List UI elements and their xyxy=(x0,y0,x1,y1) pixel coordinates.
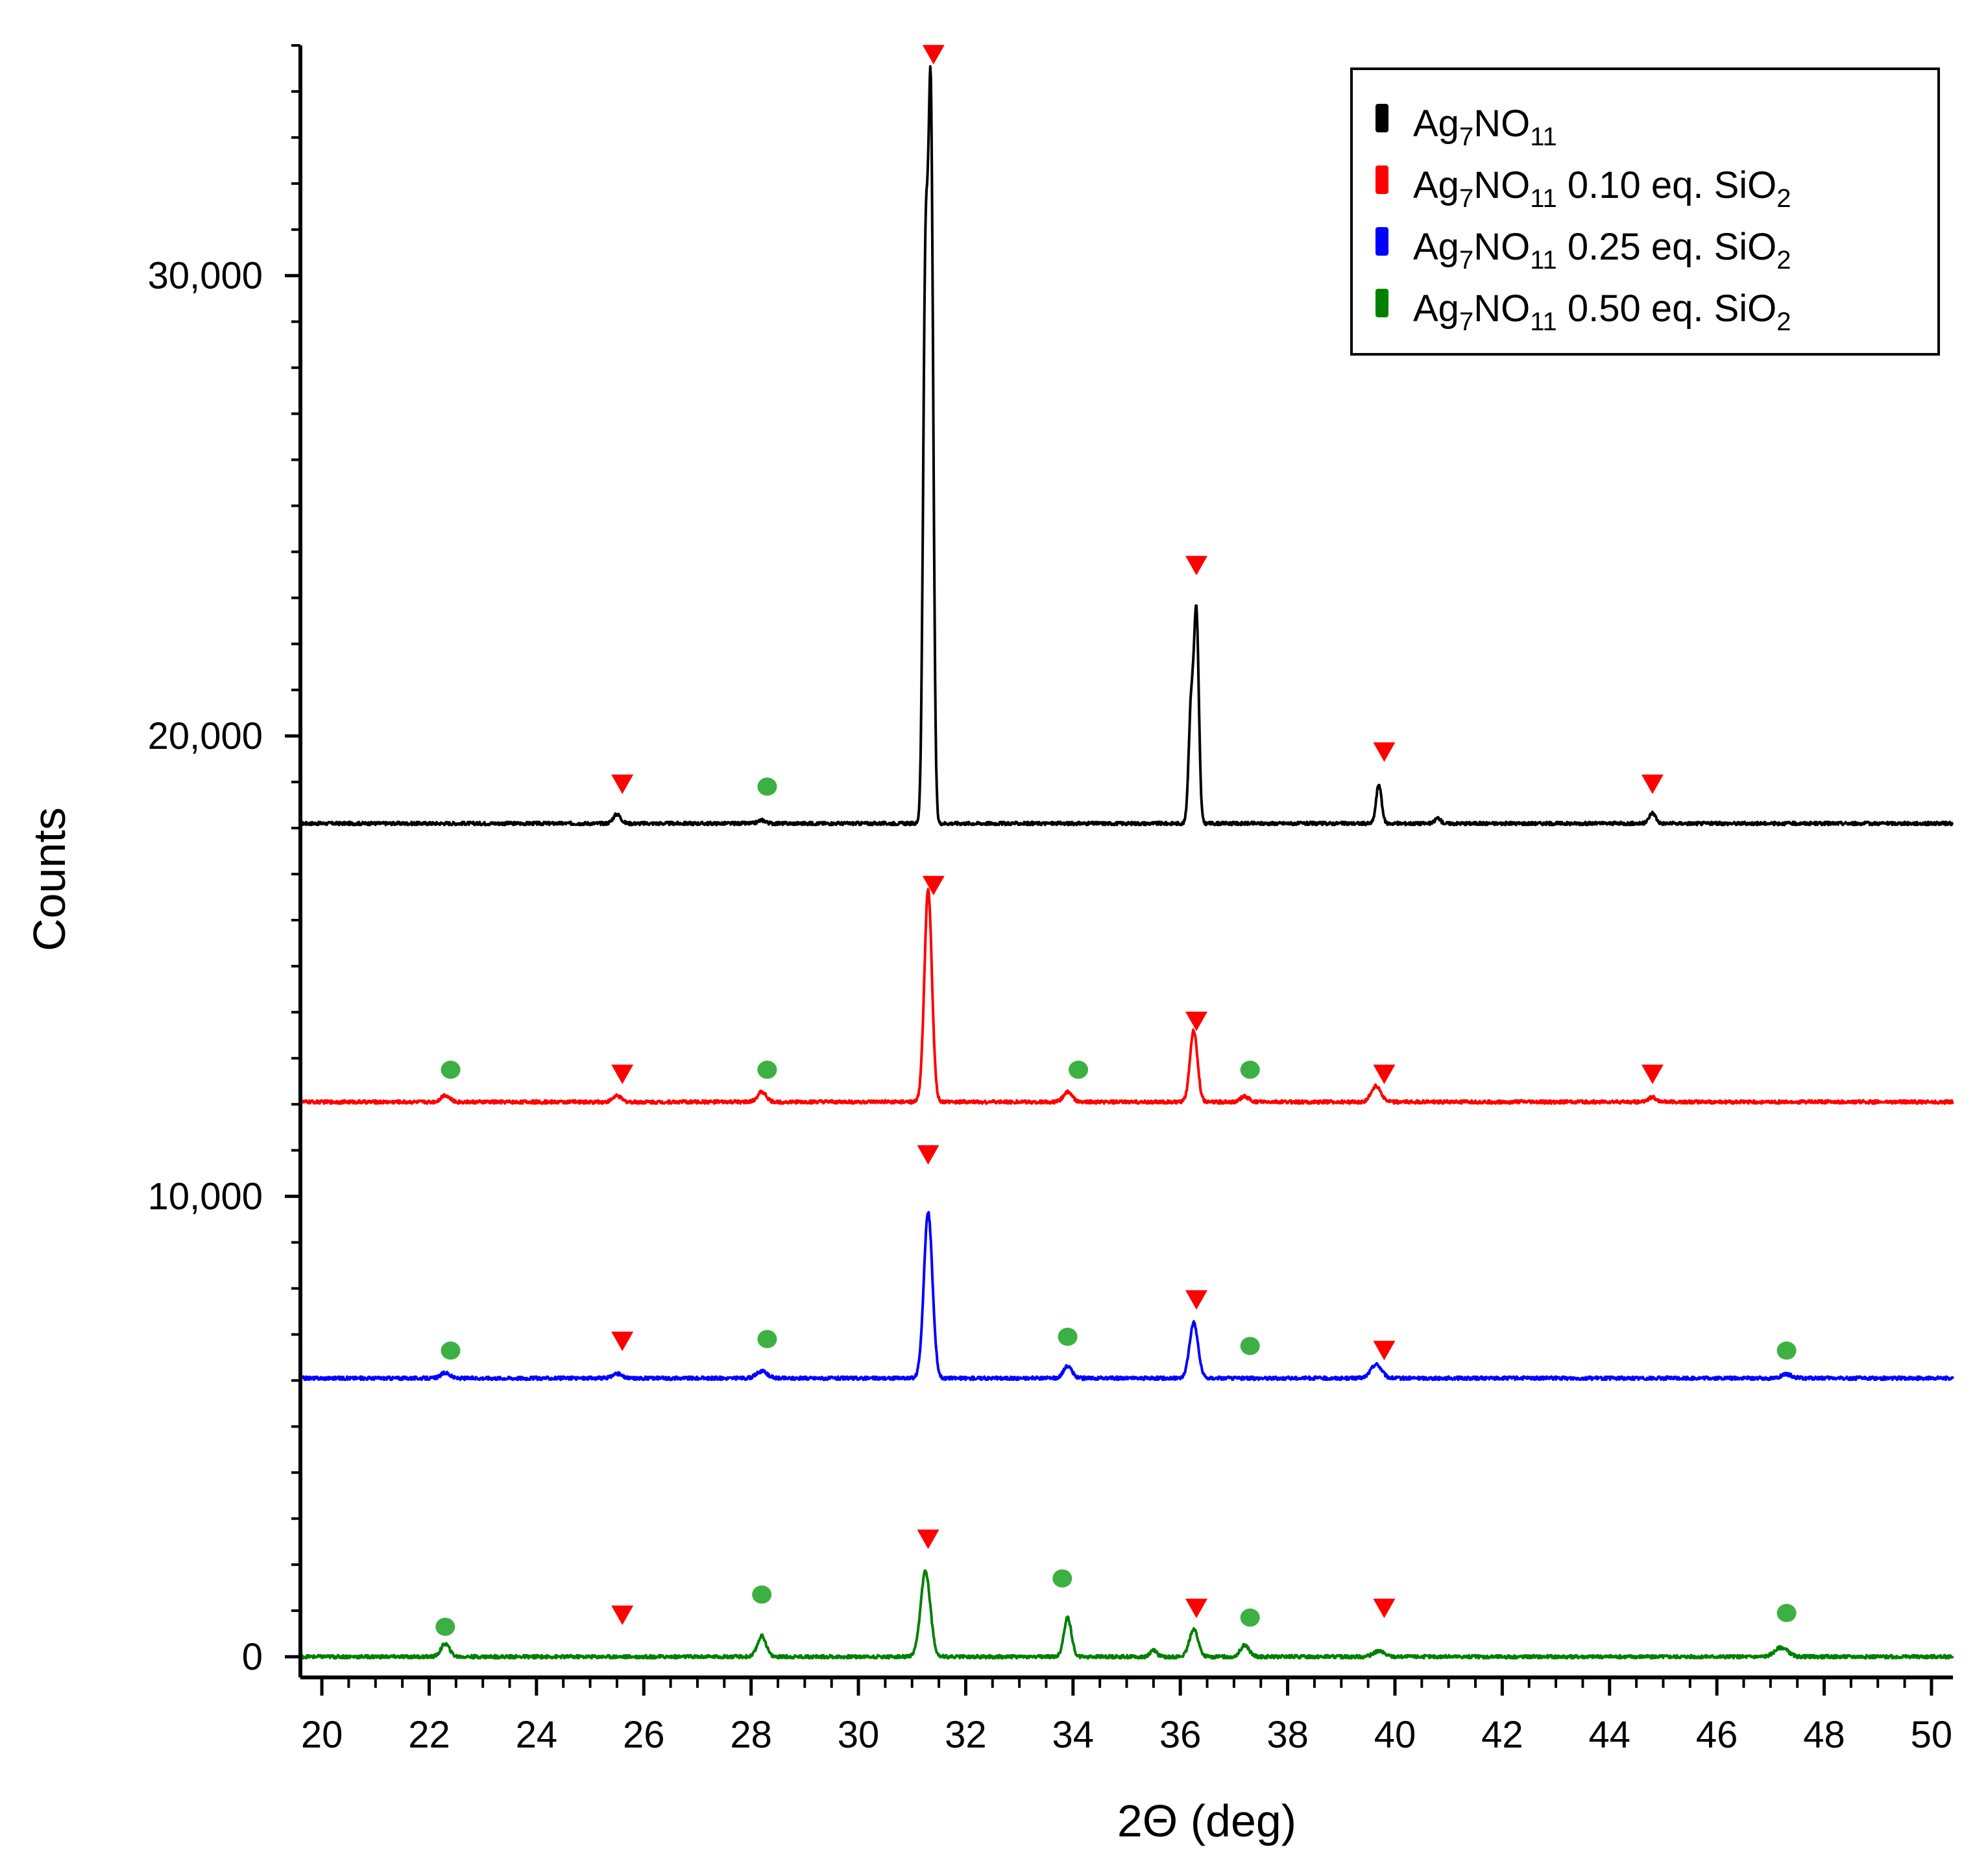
legend-swatch xyxy=(1375,289,1388,317)
legend-label: Ag7NO11 0.25 eq. SiO2 xyxy=(1413,226,1791,274)
series-line-2 xyxy=(299,1211,1954,1382)
axes-layer: 0 10,000 20,000 30,000 20 22 24 26 28 30 32 34 36 38… xyxy=(148,44,1953,1756)
x-tick-label: 44 xyxy=(1588,1714,1630,1756)
triangle-marker xyxy=(1373,742,1396,762)
circle-marker xyxy=(1240,1060,1260,1079)
series-line-1 xyxy=(299,888,1954,1105)
legend-entry: Ag7NO11 0.25 eq. SiO2 xyxy=(1375,226,1791,274)
circle-marker xyxy=(441,1341,461,1360)
x-tick-label: 40 xyxy=(1374,1714,1416,1756)
x-tick-label: 34 xyxy=(1052,1714,1095,1756)
y-tick-label: 0 xyxy=(242,1636,263,1678)
triangle-marker xyxy=(1641,1064,1664,1084)
circle-marker xyxy=(752,1585,772,1604)
circle-marker xyxy=(757,777,777,796)
x-tick-label: 24 xyxy=(516,1714,558,1756)
x-tick-label: 38 xyxy=(1266,1714,1309,1756)
legend-label: Ag7NO11 0.10 eq. SiO2 xyxy=(1413,164,1791,213)
triangle-marker xyxy=(1373,1064,1396,1084)
triangle-marker xyxy=(1185,555,1208,576)
y-tick-label: 30,000 xyxy=(148,255,263,297)
x-axis-ticks: 20 22 24 26 28 30 32 34 36 38 40 42 44 46 48 50 xyxy=(301,1677,1952,1756)
triangle-marker xyxy=(1185,1598,1208,1618)
circle-marker xyxy=(1776,1603,1797,1622)
triangle-marker xyxy=(611,774,634,794)
triangle-marker xyxy=(611,1605,634,1626)
circle-marker xyxy=(1069,1060,1089,1079)
circle-marker xyxy=(757,1060,777,1079)
legend-swatch xyxy=(1375,165,1388,194)
legend-entry: Ag7NO11 0.10 eq. SiO2 xyxy=(1375,164,1791,213)
traces-layer xyxy=(299,65,1954,1660)
circle-marker xyxy=(441,1060,461,1079)
triangle-marker xyxy=(917,1529,939,1550)
x-tick-label: 48 xyxy=(1803,1714,1845,1756)
circle-marker xyxy=(1058,1328,1078,1346)
x-tick-label: 20 xyxy=(301,1714,343,1756)
y-tick-label: 10,000 xyxy=(148,1176,263,1218)
triangle-marker xyxy=(922,45,945,65)
circle-marker xyxy=(1240,1608,1260,1627)
triangle-marker xyxy=(922,875,945,895)
x-tick-label: 50 xyxy=(1911,1714,1953,1756)
legend-box xyxy=(1350,67,1940,356)
circle-marker xyxy=(1776,1341,1797,1360)
legend-entry: Ag7NO11 xyxy=(1375,103,1557,151)
triangle-marker xyxy=(1641,774,1664,794)
x-tick-label: 28 xyxy=(730,1714,772,1756)
triangle-marker xyxy=(1185,1012,1208,1032)
circle-marker xyxy=(435,1617,455,1636)
circle-marker xyxy=(757,1330,777,1348)
triangle-marker xyxy=(611,1332,634,1352)
x-tick-label: 30 xyxy=(838,1714,880,1756)
legend-swatch xyxy=(1375,104,1388,132)
x-tick-label: 22 xyxy=(408,1714,450,1756)
series-line-0 xyxy=(299,65,1954,827)
legend-label: Ag7NO11 xyxy=(1413,103,1557,151)
legend-swatch xyxy=(1375,227,1388,256)
triangle-marker xyxy=(917,1145,939,1165)
legend: Ag7NO11 Ag7NO11 0.10 eq. SiO2 Ag7NO11 0.… xyxy=(1350,67,1940,356)
x-tick-label: 42 xyxy=(1481,1714,1523,1756)
triangle-marker xyxy=(1373,1598,1396,1618)
triangle-marker xyxy=(611,1064,634,1084)
legend-label: Ag7NO11 0.50 eq. SiO2 xyxy=(1413,287,1791,336)
y-tick-label: 20,000 xyxy=(148,715,263,757)
x-tick-label: 46 xyxy=(1696,1714,1738,1756)
y-axis-title: Counts xyxy=(24,807,75,951)
x-tick-label: 36 xyxy=(1159,1714,1202,1756)
triangle-marker xyxy=(1373,1341,1396,1361)
legend-entry: Ag7NO11 0.50 eq. SiO2 xyxy=(1375,287,1791,336)
circle-marker xyxy=(1052,1569,1072,1588)
circle-marker xyxy=(1240,1337,1260,1356)
x-tick-label: 32 xyxy=(945,1714,987,1756)
peak-markers-layer xyxy=(435,45,1797,1636)
series-line-3 xyxy=(299,1569,1954,1660)
triangle-marker xyxy=(1185,1290,1208,1310)
x-axis-title: 2Θ (deg) xyxy=(1117,1796,1296,1846)
x-tick-label: 26 xyxy=(623,1714,665,1756)
y-axis-ticks: 0 10,000 20,000 30,000 xyxy=(148,44,300,1678)
